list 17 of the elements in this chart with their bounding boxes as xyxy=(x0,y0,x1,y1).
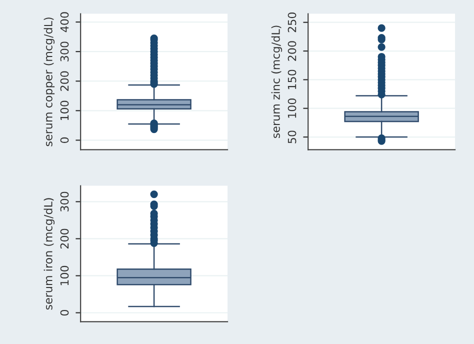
y-tick-label: 200 xyxy=(60,228,69,248)
y-tick-label: 150 xyxy=(288,70,296,90)
y-tick-label: 100 xyxy=(288,98,296,118)
y-axis-title: serum zinc (mcg/dL) xyxy=(271,26,282,138)
y-axis-title: serum iron (mcg/dL) xyxy=(44,198,55,310)
y-tick-label: 100 xyxy=(60,266,69,286)
y-tick-label: 0 xyxy=(60,310,69,316)
y-tick-label: 200 xyxy=(288,41,296,61)
y-tick-label: 200 xyxy=(60,71,69,91)
y-tick-label: 50 xyxy=(288,130,296,144)
y-tick-label: 100 xyxy=(60,100,69,120)
y-tick-label: 300 xyxy=(60,42,69,62)
y-tick-label: 400 xyxy=(60,12,69,32)
y-tick-label: 300 xyxy=(60,192,69,212)
y-tick-label: 0 xyxy=(60,137,69,143)
y-axis-title: serum copper (mcg/dL) xyxy=(44,18,55,146)
y-tick-label: 250 xyxy=(288,12,296,32)
